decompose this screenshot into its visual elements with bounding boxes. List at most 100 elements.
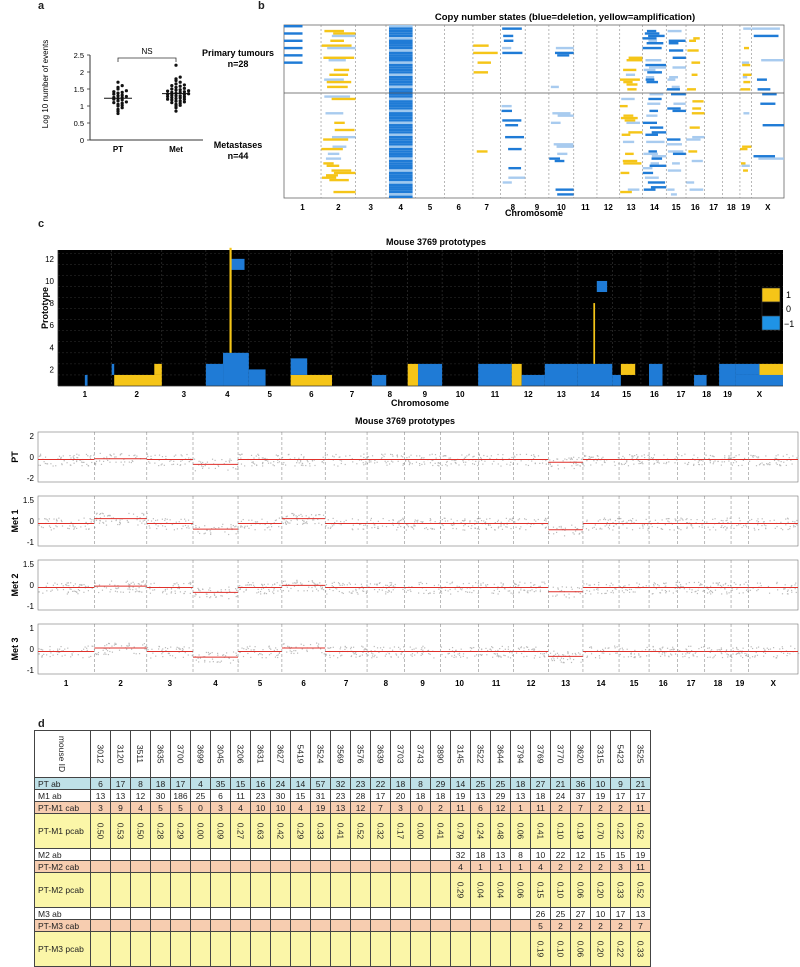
chromosome-tick-label: 4	[225, 390, 230, 399]
cell	[557, 193, 574, 196]
noise-point	[355, 588, 357, 590]
noise-point	[210, 532, 212, 534]
noise-point	[171, 655, 174, 657]
cell-del	[388, 66, 413, 69]
noise-point	[162, 590, 164, 593]
table-cell: 12	[350, 801, 371, 814]
chromosome-tick-label: 14	[650, 203, 659, 212]
noise-point	[188, 582, 190, 585]
noise-point	[648, 459, 651, 461]
noise-point	[563, 662, 565, 664]
noise-point	[403, 646, 405, 648]
table-cell: 7	[570, 801, 591, 814]
table-cell: 15	[610, 848, 631, 861]
prototype-cell	[521, 374, 545, 386]
cell	[324, 78, 344, 81]
noise-point	[487, 523, 490, 526]
noise-point	[204, 659, 206, 662]
noise-point	[473, 590, 475, 592]
noise-point	[258, 454, 260, 456]
noise-point	[38, 591, 40, 593]
noise-point	[62, 585, 64, 587]
noise-point	[103, 515, 105, 517]
cell	[329, 178, 349, 182]
noise-point	[111, 645, 113, 647]
data-point	[178, 88, 182, 92]
noise-point	[86, 649, 88, 652]
noise-point	[213, 526, 215, 529]
noise-point	[500, 525, 502, 527]
noise-point	[565, 596, 567, 598]
noise-point	[132, 460, 134, 463]
chromosome-tick-label: 18	[713, 679, 722, 688]
noise-point	[458, 586, 460, 588]
x-axis-label: Chromosome	[391, 398, 449, 408]
table-cell	[310, 872, 331, 908]
noise-point	[213, 593, 215, 595]
table-cell: 0.06	[570, 931, 591, 967]
cell	[645, 59, 662, 62]
noise-point	[282, 516, 284, 519]
noise-point	[158, 459, 160, 461]
noise-point	[713, 461, 715, 463]
noise-point	[710, 649, 713, 651]
data-point	[124, 94, 128, 99]
noise-point	[254, 529, 256, 531]
noise-point	[332, 586, 335, 588]
noise-point	[309, 643, 312, 646]
table-row: PT-M3 pcab 0.19 0.10 0.06 0.20 0.22 0.33	[34, 931, 651, 967]
noise-point	[339, 648, 341, 650]
noise-point	[698, 463, 700, 465]
table-cell: 25	[470, 777, 491, 790]
noise-point	[165, 528, 168, 530]
table-cell: 18	[430, 789, 451, 802]
noise-point	[494, 522, 496, 524]
noise-point	[461, 589, 463, 591]
noise-point	[697, 589, 699, 591]
noise-point	[408, 459, 410, 461]
noise-point	[351, 528, 353, 530]
noise-point	[329, 656, 331, 659]
noise-point	[517, 585, 519, 587]
cell	[691, 112, 705, 115]
noise-point	[740, 655, 742, 657]
noise-point	[46, 519, 48, 521]
noise-point	[769, 520, 771, 522]
noise-point	[61, 463, 63, 465]
noise-point	[726, 593, 728, 595]
noise-point	[197, 531, 199, 533]
noise-point	[607, 647, 609, 649]
noise-point	[189, 583, 192, 585]
table-cell: 17	[610, 789, 631, 802]
noise-point	[232, 467, 234, 469]
noise-point	[368, 460, 370, 462]
noise-point	[226, 592, 228, 594]
noise-point	[497, 586, 499, 588]
noise-point	[686, 526, 688, 528]
table-cell	[190, 872, 211, 908]
noise-point	[757, 457, 759, 459]
noise-point	[481, 654, 483, 656]
table-cell	[170, 907, 191, 920]
table-cell: 8	[510, 848, 531, 861]
noise-point	[56, 653, 59, 656]
noise-point	[386, 584, 388, 587]
noise-point	[169, 654, 171, 657]
table-cell: 0.04	[470, 872, 491, 908]
table-cell	[210, 860, 231, 873]
noise-point	[772, 647, 775, 649]
noise-point	[782, 652, 785, 654]
table-cell	[410, 931, 431, 967]
cell	[646, 29, 657, 33]
cell	[502, 51, 523, 55]
noise-point	[164, 525, 166, 528]
table-cell	[210, 907, 231, 920]
noise-point	[390, 582, 393, 584]
noise-point	[498, 656, 500, 658]
noise-point	[235, 589, 238, 591]
table-cell: 25	[190, 789, 211, 802]
noise-point	[787, 521, 789, 523]
noise-point	[402, 517, 404, 519]
noise-point	[431, 459, 433, 462]
cell	[623, 68, 637, 72]
